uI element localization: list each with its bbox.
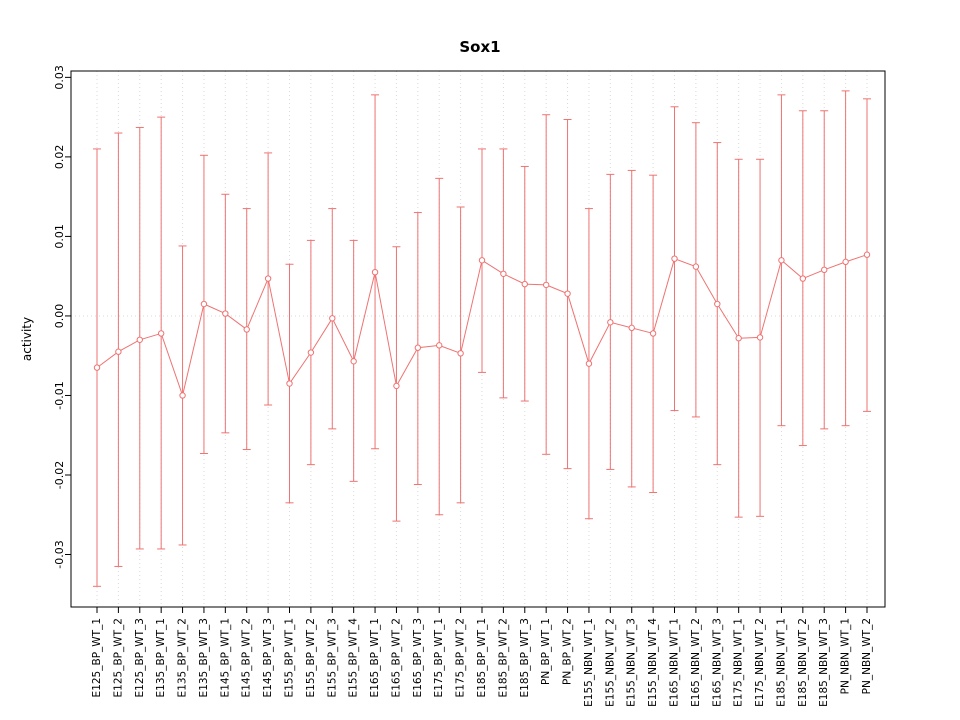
data-point-marker: [478, 257, 486, 264]
data-point-marker: [521, 280, 528, 288]
x-tick-label: E175_BP_WT_1: [433, 618, 445, 697]
data-point-marker: [200, 300, 208, 308]
data-point-marker: [863, 251, 871, 258]
x-tick-label: PN_NBN_WT_1: [840, 618, 852, 694]
data-point-marker: [607, 319, 614, 326]
plot-border: [70, 70, 886, 608]
x-tick-label: E155_BP_WT_2: [305, 618, 317, 697]
data-point-marker: [414, 344, 422, 351]
chart-title: Sox1: [459, 38, 501, 56]
data-point-marker: [628, 324, 635, 332]
x-tick-label: E155_BP_WT_1: [284, 618, 296, 697]
gridlines: [71, 71, 885, 607]
x-tick-label: E185_BP_WT_3: [519, 618, 531, 697]
x-axis: E125_BP_WT_1 E125_BP_WT_2 E125_BP_WT_3 E135…: [91, 607, 873, 707]
x-tick-label: E135_BP_WT_1: [155, 618, 167, 697]
error-bars: [93, 90, 871, 587]
data-point-marker: [649, 330, 657, 337]
data-points: [93, 251, 871, 399]
data-point-marker: [329, 315, 336, 322]
y-tick-label: 0.03: [53, 65, 66, 90]
x-tick-label: E165_NBN_WT_2: [690, 618, 702, 707]
data-point-marker: [115, 348, 122, 355]
y-tick-label: 0.00: [53, 304, 66, 329]
data-point-marker: [500, 270, 507, 277]
x-tick-label: E155_BP_WT_3: [326, 618, 338, 697]
x-tick-label: E135_BP_WT_3: [198, 618, 210, 697]
x-tick-label: E145_BP_WT_3: [262, 618, 274, 697]
x-tick-label: E185_NBN_WT_2: [797, 618, 809, 707]
x-tick-label: E155_NBN_WT_2: [604, 618, 616, 707]
data-point-marker: [222, 310, 229, 317]
x-tick-label: E185_NBN_WT_3: [818, 618, 830, 707]
x-tick-label: E125_BP_WT_1: [91, 618, 103, 697]
data-point-marker: [542, 281, 550, 289]
data-point-marker: [457, 350, 464, 357]
x-tick-label: E165_BP_WT_3: [412, 618, 424, 697]
data-point-marker: [393, 382, 400, 390]
data-point-marker: [564, 290, 571, 297]
x-tick-label: E165_NBN_WT_3: [711, 618, 723, 707]
data-point-marker: [243, 326, 250, 333]
data-point-marker: [179, 392, 186, 399]
x-tick-label: E175_NBN_WT_1: [733, 618, 745, 707]
x-tick-label: E175_NBN_WT_2: [754, 618, 766, 707]
x-tick-label: E155_BP_WT_4: [348, 618, 360, 698]
data-point-marker: [821, 266, 828, 274]
data-point-marker: [157, 330, 165, 337]
x-tick-label: E185_BP_WT_1: [476, 618, 488, 697]
y-tick-label: 0.01: [53, 224, 66, 249]
y-axis: 0.03 0.02 0.01 0.00 -0.01 -0.02 -0.03: [53, 65, 71, 569]
data-point-marker: [799, 275, 807, 282]
x-tick-label: E165_BP_WT_2: [390, 618, 402, 697]
data-point-marker: [93, 364, 101, 371]
data-point-marker: [585, 360, 593, 367]
x-tick-label: E165_BP_WT_1: [369, 618, 381, 697]
data-point-marker: [371, 268, 379, 276]
data-point-marker: [671, 255, 678, 262]
y-tick-label: -0.01: [53, 381, 66, 409]
data-point-marker: [136, 336, 143, 343]
x-tick-label: E175_BP_WT_2: [455, 618, 467, 697]
x-tick-label: E145_BP_WT_2: [241, 618, 253, 697]
y-axis-label: activity: [20, 316, 34, 362]
data-point-marker: [307, 349, 315, 356]
x-tick-label: E185_NBN_WT_1: [775, 618, 787, 707]
x-tick-label: E155_NBN_WT_4: [647, 618, 659, 707]
x-tick-label: E145_BP_WT_1: [219, 618, 231, 697]
x-tick-label: PN_BP_WT_2: [562, 618, 574, 685]
x-tick-label: E185_BP_WT_2: [497, 618, 509, 697]
data-point-marker: [692, 263, 700, 270]
data-point-marker: [350, 358, 357, 365]
data-point-marker: [286, 380, 293, 387]
data-point-marker: [436, 342, 443, 349]
x-tick-label: E165_NBN_WT_1: [669, 618, 681, 707]
data-point-marker: [264, 275, 272, 282]
x-tick-label: PN_NBN_WT_2: [861, 618, 873, 694]
data-point-marker: [842, 258, 849, 266]
x-tick-label: PN_BP_WT_1: [540, 618, 552, 685]
data-point-marker: [778, 257, 785, 264]
data-point-marker: [714, 300, 721, 308]
y-tick-label: -0.03: [53, 540, 66, 568]
x-tick-label: E135_BP_WT_2: [177, 618, 189, 697]
data-point-marker: [735, 335, 742, 342]
data-point-marker: [756, 334, 764, 341]
x-tick-label: E155_NBN_WT_1: [583, 618, 595, 707]
x-tick-label: E125_BP_WT_3: [134, 618, 146, 697]
x-tick-label: E155_NBN_WT_3: [626, 618, 638, 707]
y-tick-label: -0.02: [53, 461, 66, 489]
x-tick-label: E125_BP_WT_2: [112, 618, 124, 697]
y-tick-label: 0.02: [53, 145, 66, 170]
